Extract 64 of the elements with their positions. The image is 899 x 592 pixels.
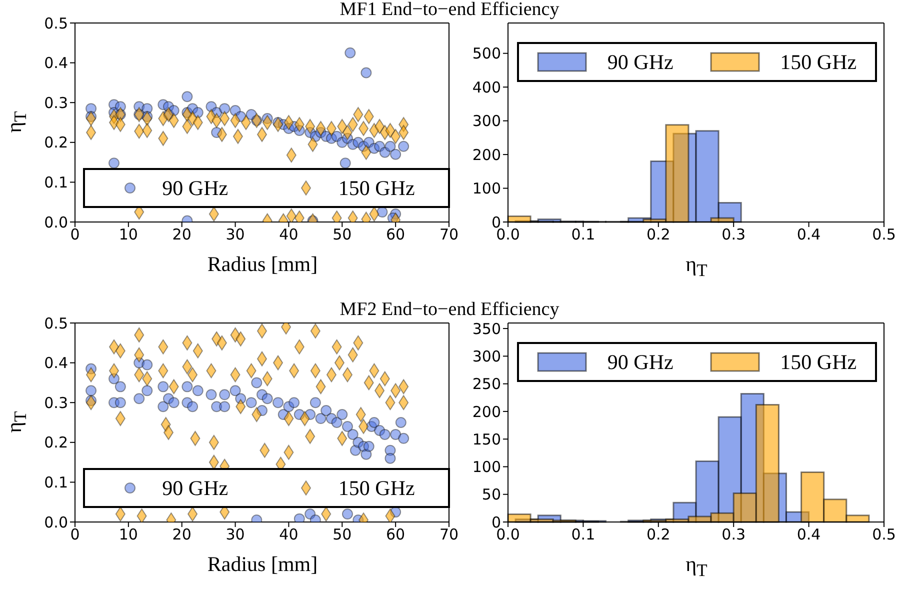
y-tick-label: 0.0 [44, 513, 68, 532]
x-axis-title: Radius [mm] [206, 552, 319, 577]
y-tick-label: 0.4 [44, 354, 68, 372]
y-tick-label: 0.1 [44, 474, 68, 492]
x-tick-label: 0 [70, 226, 80, 244]
y-tick-label: 500 [472, 44, 501, 63]
x-tick-label: 0.4 [796, 226, 821, 244]
x-tick-label: 0.1 [571, 226, 596, 244]
x-tick-label: 0.3 [722, 526, 746, 544]
y-tick-label: 200 [472, 146, 501, 164]
legend-label: 150 GHz [780, 50, 857, 74]
x-tick-label: 40 [279, 226, 298, 244]
x-tick-label: 0 [70, 526, 80, 544]
legend-label: 150 GHz [338, 176, 415, 200]
y-tick-label: 100 [472, 180, 501, 198]
x-tick-label: 0.2 [646, 526, 670, 544]
x-tick-label: 50 [332, 226, 352, 244]
x-tick-label: 40 [279, 526, 298, 544]
y-tick-label: 350 [472, 320, 501, 338]
y-tick-label: 0.4 [44, 54, 68, 72]
legend-label: 90 GHz [162, 476, 228, 500]
y-tick-label: 300 [472, 112, 501, 130]
x-tick-label: 0.3 [722, 226, 746, 244]
x-tick-label: 70 [439, 526, 459, 544]
y-tick-label: 0.2 [44, 434, 68, 452]
x-tick-label: 0.4 [796, 526, 821, 544]
y-tick-label: 250 [472, 375, 501, 394]
y-tick-label: 0.0 [44, 213, 68, 232]
x-tick-label: 60 [386, 526, 406, 544]
y-tick-label: 0.3 [44, 394, 68, 412]
legend-label: 150 GHz [780, 350, 857, 374]
x-axis-title: η$_{T}$ [684, 252, 708, 282]
x-tick-label: 0.5 [872, 226, 896, 244]
x-tick-label: 0.1 [571, 526, 596, 544]
x-axis-title: Radius [mm] [206, 252, 319, 277]
x-tick-label: 30 [226, 526, 245, 544]
x-axis-title: η$_{T}$ [684, 552, 708, 582]
y-tick-label: 0.5 [44, 14, 68, 32]
chart-title: MF2 End−to−end Efficiency [340, 299, 560, 320]
x-tick-label: 60 [386, 226, 406, 244]
x-tick-label: 0.5 [872, 526, 896, 544]
y-tick-label: 0.1 [44, 174, 68, 192]
x-tick-label: 20 [172, 226, 192, 244]
x-tick-label: 10 [118, 526, 138, 544]
x-tick-label: 50 [332, 526, 352, 544]
y-tick-label: 0.2 [44, 134, 68, 152]
legend-label: 90 GHz [607, 350, 674, 374]
x-tick-label: 30 [226, 226, 245, 244]
x-tick-label: 0.2 [646, 226, 670, 244]
legend-label: 90 GHz [162, 176, 228, 200]
legend-label: 150 GHz [338, 476, 415, 500]
y-tick-label: 300 [472, 347, 501, 366]
y-tick-label: 50 [482, 486, 501, 504]
legend-label: 90 GHz [607, 50, 674, 74]
y-tick-label: 150 [472, 430, 501, 448]
y-tick-label: 200 [472, 402, 501, 421]
y-tick-label: 0.5 [44, 314, 68, 332]
chart-title: MF1 End−to−end Efficiency [340, 0, 560, 20]
x-tick-label: 10 [118, 226, 138, 244]
y-tick-label: 0.3 [44, 94, 68, 112]
x-tick-label: 70 [439, 226, 459, 244]
y-tick-label: 400 [472, 78, 501, 96]
y-tick-label: 100 [472, 458, 501, 476]
x-tick-label: 20 [172, 526, 192, 544]
